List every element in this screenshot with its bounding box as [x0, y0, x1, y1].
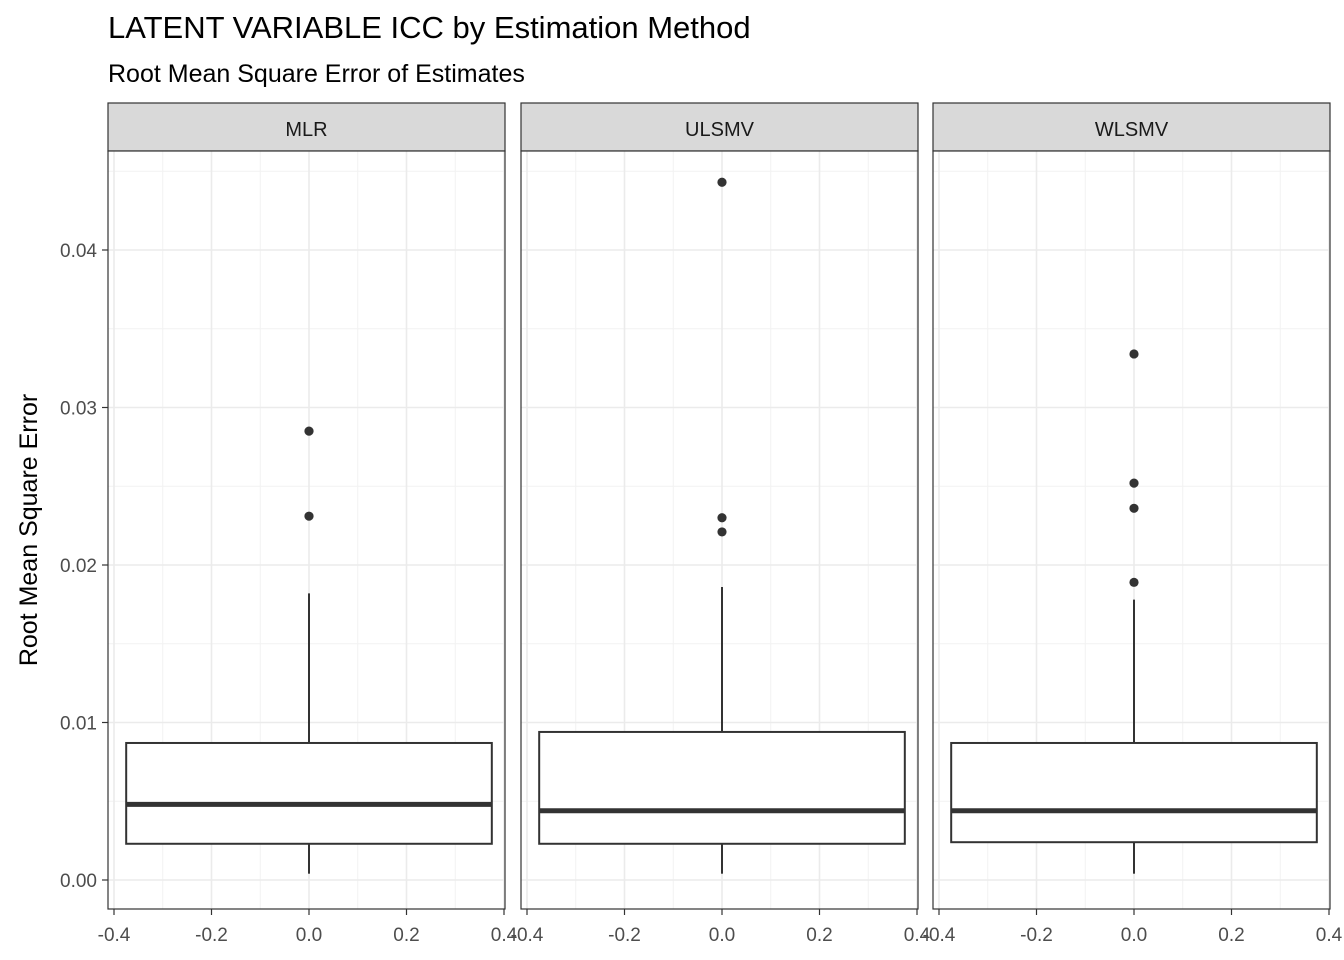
y-tick-label: 0.00 [60, 871, 97, 892]
x-tick-label: 0.4 [904, 925, 931, 946]
panel-border [520, 150, 919, 910]
outlier-point [717, 527, 727, 537]
y-axis-title: Root Mean Square Error [15, 394, 43, 666]
x-tick-label: 0.0 [296, 925, 322, 946]
outlier-point [1129, 478, 1139, 488]
x-tick-label: -0.2 [195, 925, 228, 946]
facet-panels: MLR -0.4 -0.2 0.0 0.2 0.4 0.00 0.01 0.02 0.03 0.04… [60, 102, 1343, 946]
x-tick-label: -0.2 [608, 925, 641, 946]
chart-subtitle: Root Mean Square Error of Estimates [108, 60, 525, 88]
x-tick-label: -0.4 [923, 925, 956, 946]
x-tick-label: 0.2 [393, 925, 419, 946]
facet-strip-label: WLSMV [1095, 119, 1169, 141]
x-tick-label: -0.2 [1020, 925, 1053, 946]
x-tick-label: 0.2 [806, 925, 832, 946]
facet-strip-label: MLR [285, 119, 327, 141]
facet-panel-ulsmv: ULSMV -0.4 -0.2 0.0 0.2 0.4 [511, 102, 931, 946]
facet-panel-wlsmv: WLSMV -0.4 -0.2 0.0 0.2 0.4 [923, 102, 1343, 946]
x-tick-label: -0.4 [511, 925, 544, 946]
box-iqr [950, 741, 1318, 844]
x-tick-label: 0.0 [709, 925, 735, 946]
panel-border [932, 150, 1331, 910]
y-tick-label: 0.02 [60, 556, 97, 577]
outlier-point [304, 426, 314, 436]
x-tick-label: -0.4 [98, 925, 131, 946]
chart-title: LATENT VARIABLE ICC by Estimation Method [108, 10, 751, 45]
outlier-point [304, 511, 314, 521]
outlier-point [1129, 577, 1139, 587]
facet-strip [932, 102, 1331, 152]
outlier-point [1129, 349, 1139, 359]
facet-strip-label: ULSMV [685, 119, 755, 141]
facet-panel-mlr: MLR -0.4 -0.2 0.0 0.2 0.4 0.00 0.01 0.02 0.03 0.04 [60, 102, 518, 946]
panel-border [107, 150, 506, 910]
outlier-point [1129, 503, 1139, 513]
y-tick-label: 0.04 [60, 241, 97, 262]
x-tick-label: 0.2 [1218, 925, 1244, 946]
y-tick-label: 0.01 [60, 714, 97, 735]
facet-strip [520, 102, 919, 152]
x-tick-label: 0.0 [1121, 925, 1147, 946]
x-tick-label: 0.4 [1316, 925, 1343, 946]
x-tick-label: 0.4 [491, 925, 518, 946]
y-tick-label: 0.03 [60, 399, 97, 420]
outlier-point [717, 513, 727, 523]
outlier-point [717, 177, 727, 187]
box-iqr [125, 741, 493, 845]
box-iqr [538, 730, 906, 845]
